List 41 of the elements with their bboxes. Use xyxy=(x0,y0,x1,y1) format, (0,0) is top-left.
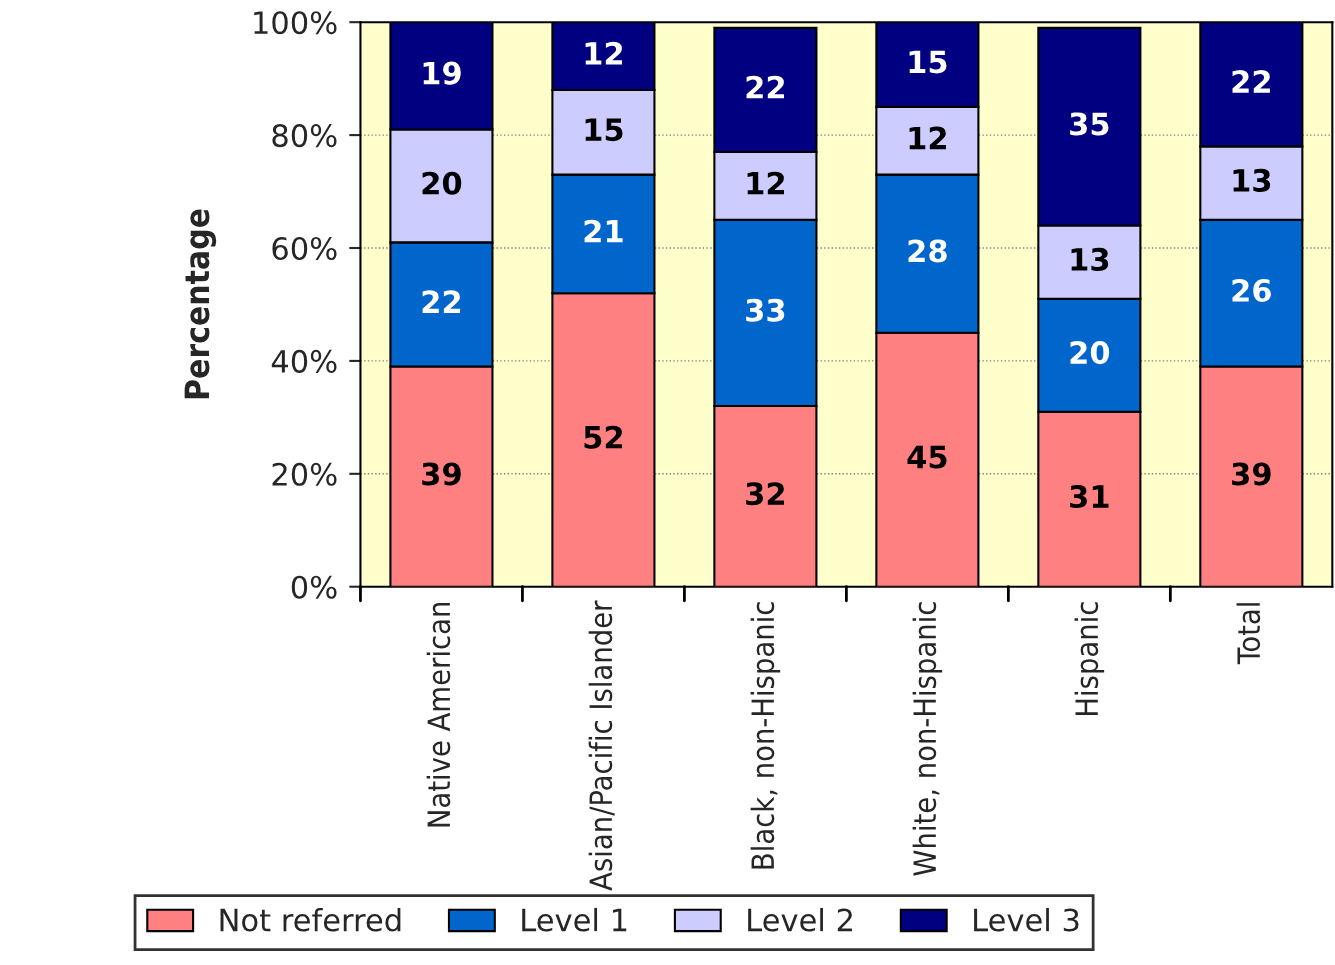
legend-label: Level 1 xyxy=(522,907,627,932)
y-tick-label: 40% xyxy=(271,349,337,373)
data-label: 12 xyxy=(585,41,623,65)
legend-label: Not referred xyxy=(220,907,401,932)
data-label: 28 xyxy=(908,239,947,263)
y-axis-title: Percentage xyxy=(184,209,217,399)
x-tick-label: Hispanic xyxy=(1074,602,1105,716)
data-label: 39 xyxy=(1232,462,1271,486)
data-label: 15 xyxy=(909,50,947,74)
data-label: 26 xyxy=(1232,278,1271,303)
x-tick-label: White, non-Hispanic xyxy=(912,602,943,876)
legend-label: Level 2 xyxy=(748,907,852,932)
x-tick-label: Native American xyxy=(426,602,451,827)
data-label: 32 xyxy=(746,482,785,506)
data-label: 22 xyxy=(422,290,461,313)
data-label: 21 xyxy=(584,219,623,243)
data-label: 45 xyxy=(907,445,947,469)
data-label: 22 xyxy=(746,75,785,99)
data-label: 52 xyxy=(584,425,623,449)
data-label: 12 xyxy=(747,171,785,195)
y-tick-label: 80% xyxy=(272,124,337,148)
data-label: 19 xyxy=(423,61,461,85)
y-tick-label: 60% xyxy=(272,236,337,261)
data-label: 13 xyxy=(1071,247,1109,271)
data-label: 35 xyxy=(1070,112,1109,136)
x-tick-label: Total xyxy=(1236,603,1261,665)
data-label: 20 xyxy=(1070,341,1110,365)
y-tick-label: 100% xyxy=(254,11,337,35)
data-label: 39 xyxy=(422,462,461,486)
legend-label: Level 3 xyxy=(974,907,1079,932)
data-label: 15 xyxy=(585,118,623,142)
y-tick-label: 0% xyxy=(291,575,337,599)
data-label: 20 xyxy=(422,171,462,195)
data-label: 13 xyxy=(1233,168,1271,192)
data-label: 22 xyxy=(1232,70,1270,93)
x-tick-label: Black, non-Hispanic xyxy=(750,602,781,869)
y-tick-label: 20% xyxy=(272,462,337,486)
data-label: 12 xyxy=(909,126,946,150)
data-label: 31 xyxy=(1070,484,1109,509)
x-tick-label: Asian/Pacific Islander xyxy=(588,600,615,891)
data-label: 33 xyxy=(746,298,785,322)
